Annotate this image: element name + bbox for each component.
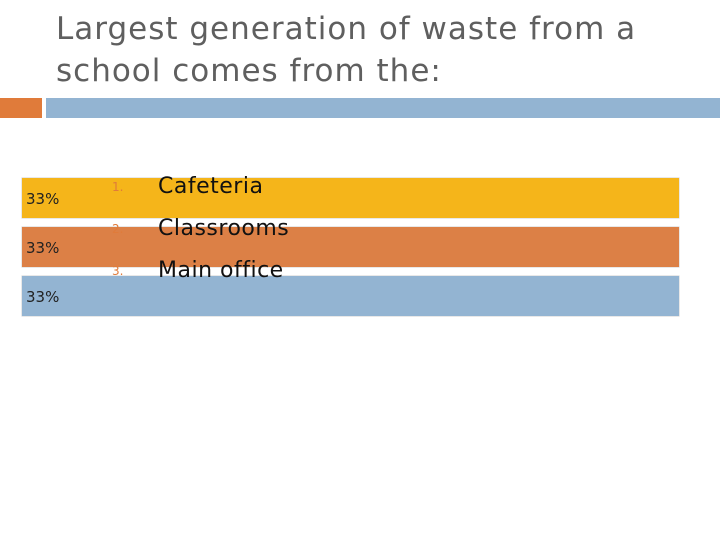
answer-option-cafeteria: 1. Cafeteria: [112, 166, 289, 208]
percentage-label: 33%: [26, 190, 59, 208]
percentage-label: 33%: [26, 288, 59, 306]
percentage-label: 33%: [26, 239, 59, 257]
title-accent-bar-blue: [46, 98, 720, 118]
slide-title: Largest generation of waste from a schoo…: [56, 11, 637, 89]
option-label: Classrooms: [158, 216, 290, 241]
option-number: 1.: [112, 180, 124, 194]
response-bar-classrooms: [22, 227, 679, 267]
answer-option-main-office: 3. Main office: [112, 250, 289, 292]
option-label: Cafeteria: [158, 174, 264, 199]
answer-option-classrooms: 2. Classrooms: [112, 208, 289, 250]
option-number: 3.: [112, 264, 124, 278]
option-label: Main office: [158, 258, 284, 283]
response-bar-cafeteria: [22, 178, 679, 218]
title-accent-bar-orange: [0, 98, 42, 118]
title-accent-separator: [42, 98, 46, 118]
option-number: 2.: [112, 222, 124, 236]
answer-options-list: 1. Cafeteria 2. Classrooms 3. Main office: [112, 166, 289, 292]
response-bar-main-office: [22, 276, 679, 316]
